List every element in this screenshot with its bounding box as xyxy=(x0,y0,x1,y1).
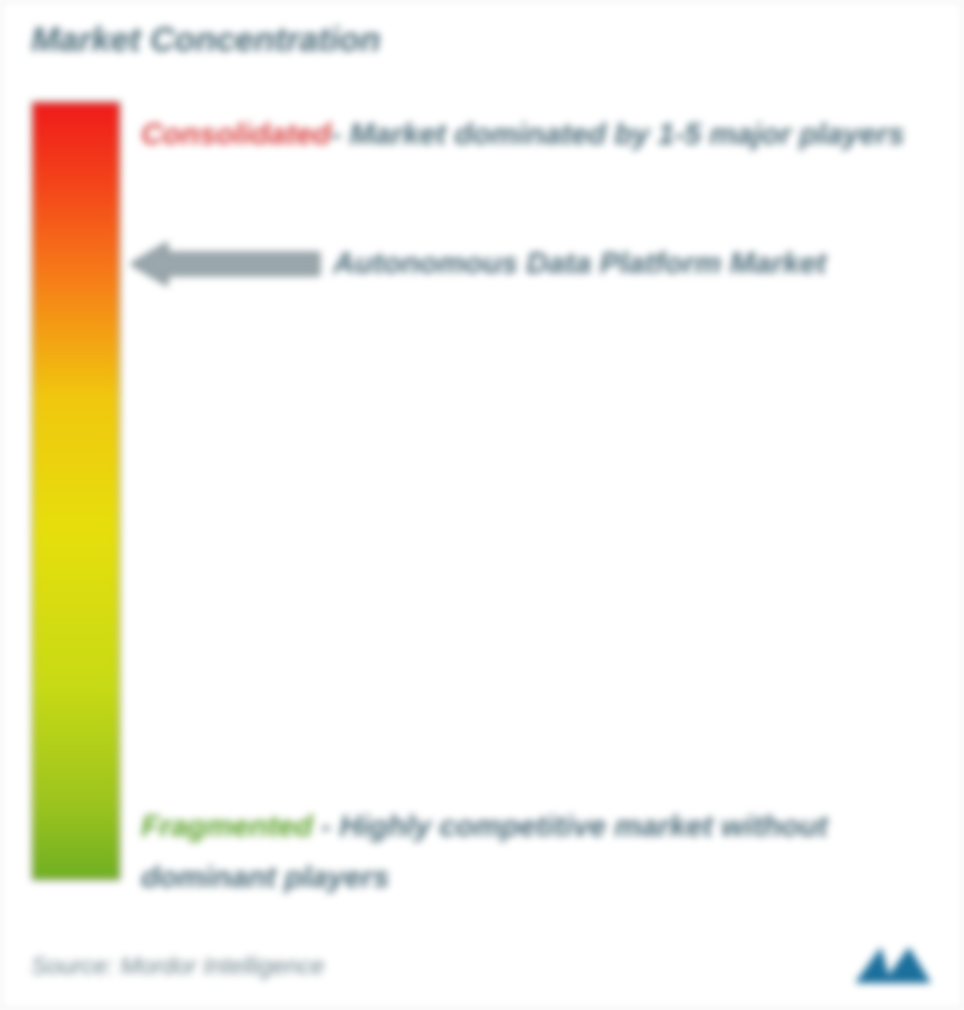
consolidated-highlight: Consolidated xyxy=(141,118,331,151)
consolidated-label: Consolidated- Market dominated by 1-5 ma… xyxy=(141,111,921,159)
brand-logo xyxy=(853,943,933,987)
logo-icon xyxy=(853,943,933,987)
arrow-left-icon xyxy=(131,241,321,287)
market-name-label: Autonomous Data Platform Market xyxy=(333,247,826,281)
fragmented-highlight: Fragmented xyxy=(141,810,313,843)
market-pointer-row: Autonomous Data Platform Market xyxy=(131,241,826,287)
source-attribution: Source: Mordor Intelligence xyxy=(31,953,324,981)
chart-title: Market Concentration xyxy=(31,21,381,60)
concentration-gradient-bar xyxy=(31,101,121,881)
gradient-svg xyxy=(33,103,119,879)
consolidated-rest: - Market dominated by 1-5 major players xyxy=(331,118,905,151)
infographic-container: Market Concentration Consolidated- Marke… xyxy=(0,0,964,1010)
fragmented-label: Fragmented - Highly competitive market w… xyxy=(141,801,921,903)
